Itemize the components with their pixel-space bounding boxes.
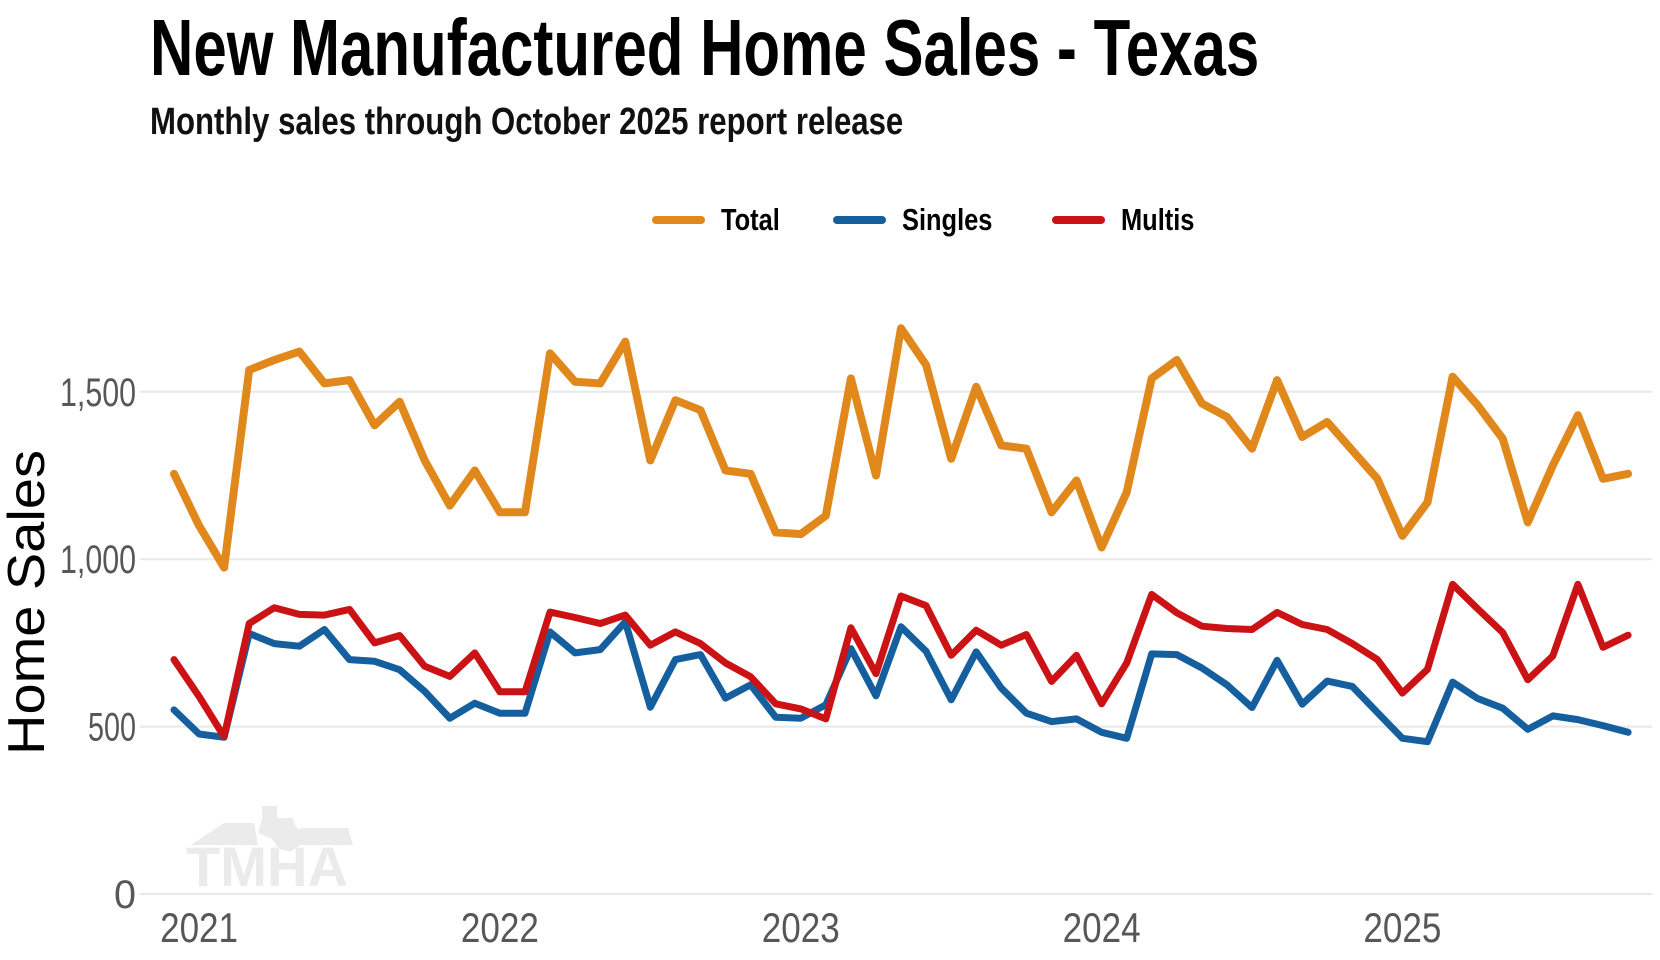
legend-item-multis: Multis	[1052, 202, 1211, 238]
watermark-texas-icon	[258, 806, 304, 852]
y-tick-label-500: 500	[88, 706, 136, 750]
legend-swatch-singles	[832, 216, 886, 224]
y-tick-labels: 0 500 1,000 1,500	[60, 371, 136, 917]
series-lines	[170, 324, 1633, 746]
x-tick-label-2023: 2023	[762, 904, 840, 951]
chart-title: New Manufactured Home Sales - Texas	[150, 8, 1629, 88]
x-tick-label-2024: 2024	[1063, 904, 1141, 951]
chart-title-text: New Manufactured Home Sales - Texas	[150, 3, 1260, 92]
tmha-watermark: TMHA	[186, 806, 353, 898]
x-tick-label-2025: 2025	[1363, 904, 1441, 951]
y-tick-label-1500: 1,500	[60, 371, 136, 415]
legend-label-multis: Multis	[1121, 202, 1195, 237]
gridlines	[140, 390, 1652, 895]
legend-item-total: Total	[652, 202, 793, 238]
watermark-text: TMHA	[186, 835, 348, 898]
x-tick-label-2022: 2022	[461, 904, 539, 951]
series-line-total	[170, 324, 1633, 572]
y-tick-label-0: 0	[114, 873, 136, 917]
watermark-roof-right-icon	[296, 828, 353, 845]
chart-subtitle: Monthly sales through October 2025 repor…	[150, 101, 1069, 144]
legend-label-total: Total	[721, 202, 780, 237]
legend-swatch-multis	[1052, 216, 1106, 224]
legend-label-singles: Singles	[901, 202, 993, 237]
chart-legend: Total Singles Multis	[652, 200, 1211, 240]
legend-item-singles: Singles	[832, 202, 1012, 238]
legend-swatch-total	[652, 216, 705, 224]
series-line-multis	[170, 580, 1632, 741]
series-line-singles	[170, 618, 1632, 746]
watermark-roof-left-icon	[191, 823, 258, 845]
x-tick-labels: 2021 2022 2023 2024 2025	[160, 904, 1441, 951]
x-tick-label-2021: 2021	[160, 904, 238, 951]
y-tick-label-1000: 1,000	[60, 538, 136, 582]
y-axis-title: Home Sales	[0, 450, 56, 755]
chart-subtitle-text: Monthly sales through October 2025 repor…	[150, 101, 904, 143]
